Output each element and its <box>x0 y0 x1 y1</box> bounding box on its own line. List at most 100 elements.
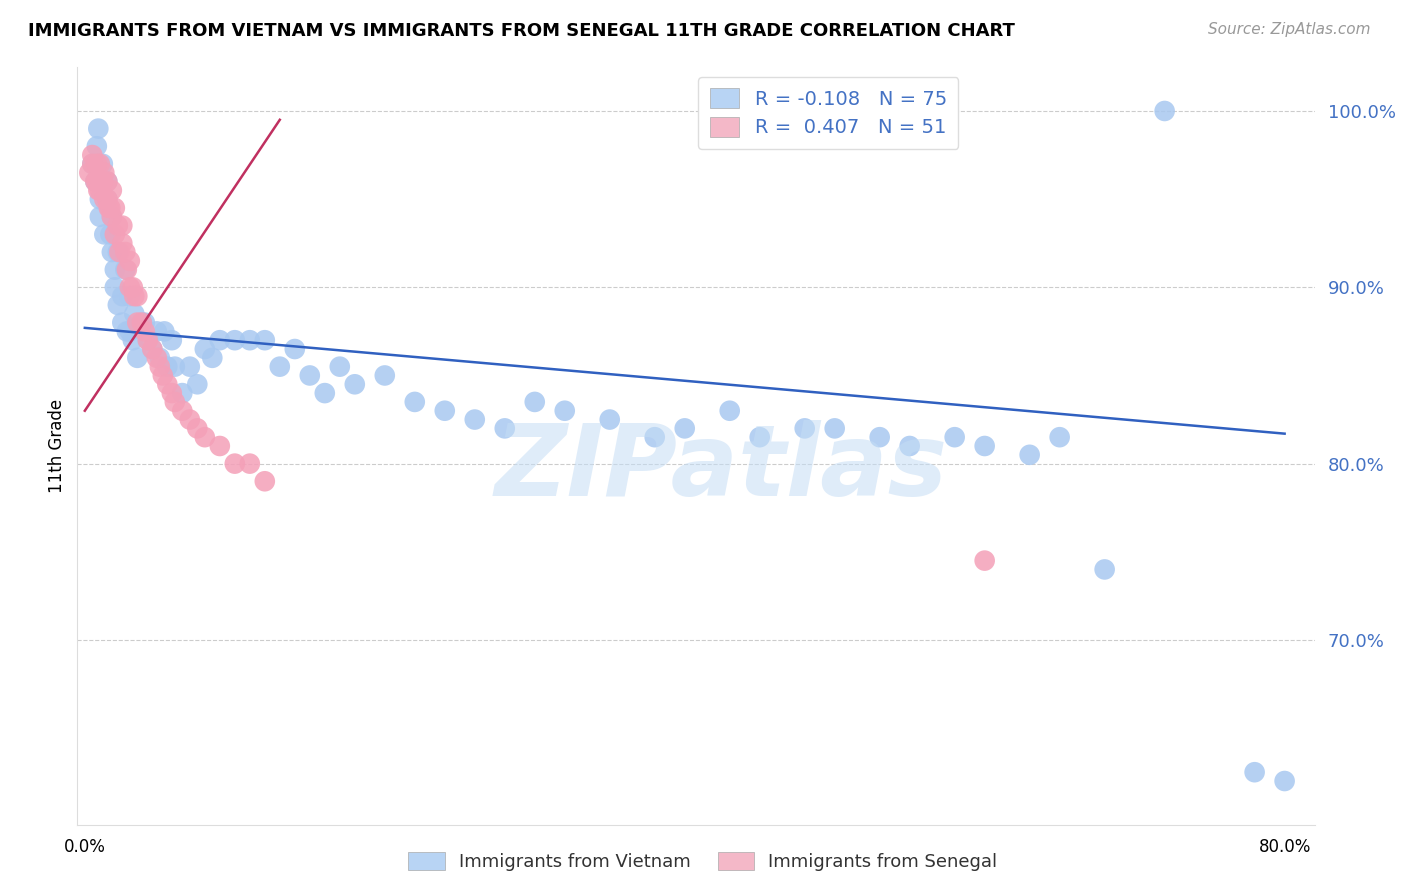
Point <box>107 245 129 260</box>
Point <box>160 333 183 347</box>
Point <box>108 245 131 260</box>
Point <box>314 386 336 401</box>
Point <box>269 359 291 374</box>
Point <box>194 342 217 356</box>
Point <box>127 351 149 365</box>
Point <box>186 377 208 392</box>
Point <box>163 359 186 374</box>
Point <box>86 139 108 153</box>
Point <box>464 412 486 426</box>
Point <box>98 227 121 242</box>
Point <box>104 280 127 294</box>
Point <box>121 280 143 294</box>
Text: Source: ZipAtlas.com: Source: ZipAtlas.com <box>1208 22 1371 37</box>
Point <box>153 325 176 339</box>
Point <box>179 359 201 374</box>
Point <box>146 351 169 365</box>
Point <box>96 192 118 206</box>
Point <box>87 183 110 197</box>
Point <box>1049 430 1071 444</box>
Point <box>118 253 141 268</box>
Point <box>824 421 846 435</box>
Point <box>118 289 141 303</box>
Point <box>89 192 111 206</box>
Point <box>433 403 456 417</box>
Point <box>107 298 129 312</box>
Point <box>127 316 149 330</box>
Point <box>104 227 127 242</box>
Point <box>91 174 114 188</box>
Point <box>93 192 115 206</box>
Point <box>1153 103 1175 118</box>
Point <box>253 475 276 489</box>
Point <box>118 325 141 339</box>
Point <box>718 403 741 417</box>
Point <box>160 386 183 401</box>
Point <box>124 307 146 321</box>
Point <box>86 174 108 188</box>
Point <box>146 325 169 339</box>
Point <box>1018 448 1040 462</box>
Point <box>89 157 111 171</box>
Point <box>96 174 118 188</box>
Point <box>104 201 127 215</box>
Point <box>84 174 107 188</box>
Point <box>111 289 134 303</box>
Point <box>149 351 172 365</box>
Point <box>111 316 134 330</box>
Point <box>89 183 111 197</box>
Point <box>114 245 136 260</box>
Point <box>1243 765 1265 780</box>
Point <box>494 421 516 435</box>
Point <box>124 289 146 303</box>
Text: IMMIGRANTS FROM VIETNAM VS IMMIGRANTS FROM SENEGAL 11TH GRADE CORRELATION CHART: IMMIGRANTS FROM VIETNAM VS IMMIGRANTS FR… <box>28 22 1015 40</box>
Point <box>115 325 138 339</box>
Point <box>82 148 104 162</box>
Point <box>134 325 156 339</box>
Point <box>284 342 307 356</box>
Text: ZIPatlas: ZIPatlas <box>494 420 948 517</box>
Point <box>329 359 352 374</box>
Point <box>523 395 546 409</box>
Point <box>84 174 107 188</box>
Point <box>152 368 174 383</box>
Point <box>97 201 120 215</box>
Point <box>404 395 426 409</box>
Point <box>101 210 124 224</box>
Point <box>86 157 108 171</box>
Point <box>89 210 111 224</box>
Point <box>554 403 576 417</box>
Point <box>104 262 127 277</box>
Point <box>224 333 246 347</box>
Point <box>149 359 172 374</box>
Point <box>253 333 276 347</box>
Point <box>131 316 153 330</box>
Point <box>1094 562 1116 576</box>
Point <box>201 351 224 365</box>
Point <box>101 245 124 260</box>
Point <box>87 121 110 136</box>
Point <box>599 412 621 426</box>
Point <box>343 377 366 392</box>
Point <box>179 412 201 426</box>
Y-axis label: 11th Grade: 11th Grade <box>48 399 66 493</box>
Point <box>208 333 231 347</box>
Point <box>194 430 217 444</box>
Point <box>163 395 186 409</box>
Point <box>79 166 101 180</box>
Point <box>82 157 104 171</box>
Point <box>96 192 118 206</box>
Point <box>114 262 136 277</box>
Point <box>98 201 121 215</box>
Point <box>239 457 262 471</box>
Point <box>973 439 995 453</box>
Point <box>131 316 153 330</box>
Point <box>101 210 124 224</box>
Point <box>134 316 156 330</box>
Point <box>127 289 149 303</box>
Point <box>111 236 134 251</box>
Point <box>115 262 138 277</box>
Point <box>107 219 129 233</box>
Legend: R = -0.108   N = 75, R =  0.407   N = 51: R = -0.108 N = 75, R = 0.407 N = 51 <box>699 77 959 149</box>
Point <box>101 183 124 197</box>
